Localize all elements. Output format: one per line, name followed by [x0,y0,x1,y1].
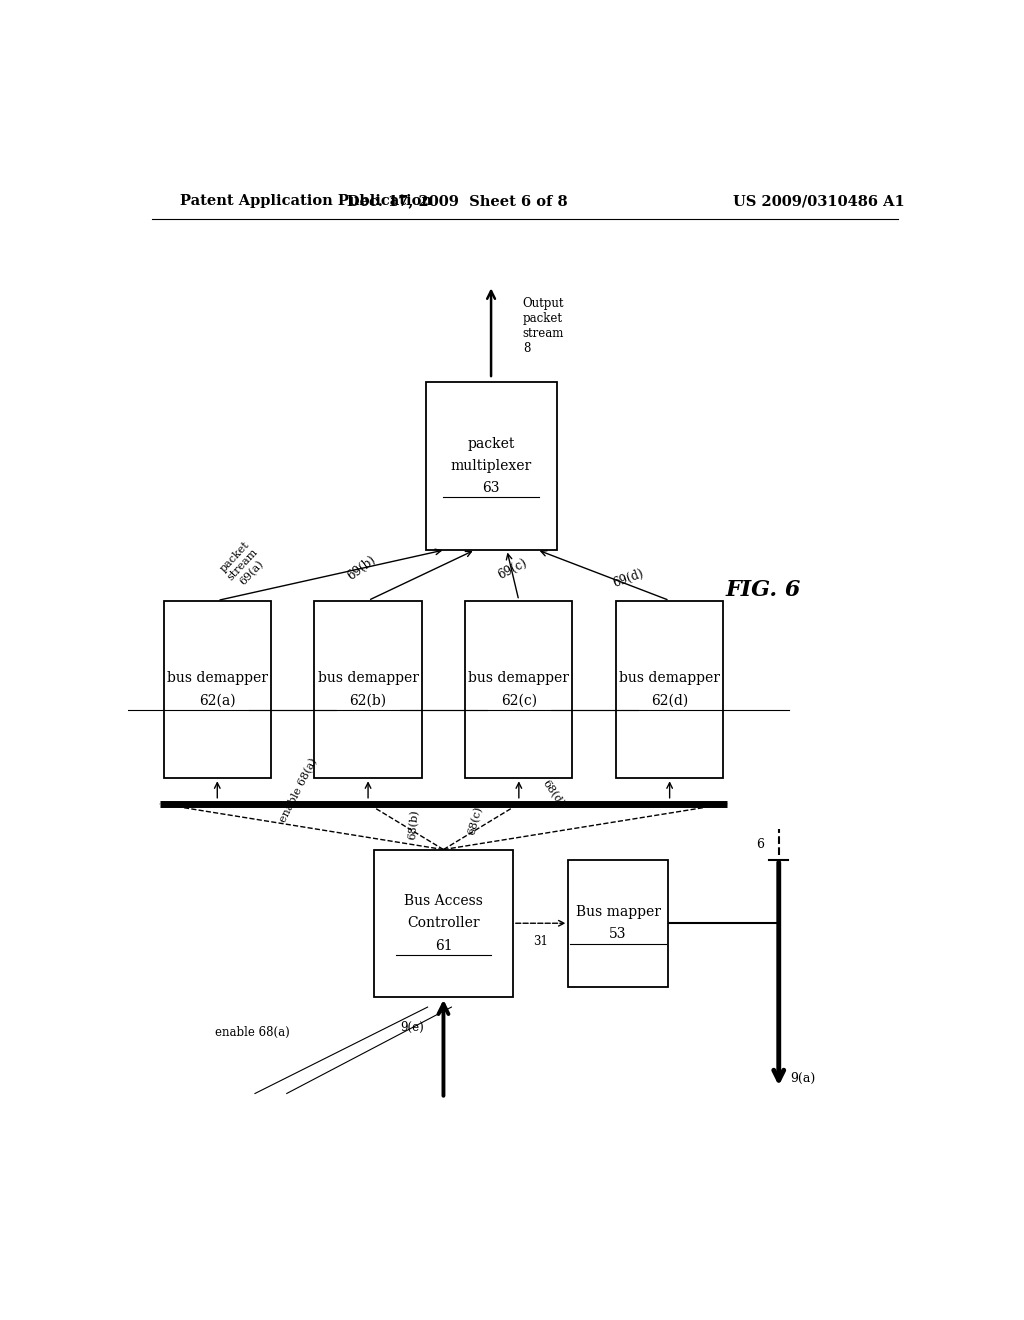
Text: enable 68(a): enable 68(a) [278,756,319,825]
Text: 6: 6 [757,838,765,851]
Bar [374,850,513,997]
Text: 69(b): 69(b) [345,553,379,583]
Text: Bus mapper: Bus mapper [575,906,660,919]
Text: 61: 61 [434,939,453,953]
Text: US 2009/0310486 A1: US 2009/0310486 A1 [732,194,904,209]
Text: enable 68(a): enable 68(a) [215,1026,290,1039]
Text: 31: 31 [534,935,548,948]
Text: 62(b): 62(b) [349,693,387,708]
Text: bus demapper: bus demapper [317,672,419,685]
Text: 68(b): 68(b) [408,809,420,840]
Text: 9(e): 9(e) [399,1020,424,1034]
Bar [616,601,723,779]
Bar [164,601,270,779]
Text: bus demapper: bus demapper [620,672,720,685]
Text: FIG. 6: FIG. 6 [725,579,801,602]
Text: bus demapper: bus demapper [167,672,268,685]
Bar [314,601,422,779]
Text: Dec. 17, 2009  Sheet 6 of 8: Dec. 17, 2009 Sheet 6 of 8 [347,194,567,209]
Bar [568,859,668,987]
Text: bus demapper: bus demapper [468,672,569,685]
Text: Controller: Controller [408,916,480,931]
Text: 62(a): 62(a) [199,693,236,708]
Text: packet: packet [467,437,515,450]
Bar [426,381,557,549]
Text: Output
packet
stream
8: Output packet stream 8 [523,297,564,355]
Text: 68(c): 68(c) [467,805,484,837]
Text: 53: 53 [609,928,627,941]
Text: 62(c): 62(c) [501,693,537,708]
Bar [465,601,572,779]
Text: Patent Application Publication: Patent Application Publication [179,194,431,209]
Text: 69(c): 69(c) [497,557,529,582]
Text: multiplexer: multiplexer [451,459,531,473]
Text: 68(d): 68(d) [540,779,565,809]
Text: 62(d): 62(d) [651,693,688,708]
Text: Bus Access: Bus Access [404,894,483,908]
Text: 69(d): 69(d) [611,568,645,590]
Text: 9(a): 9(a) [791,1072,816,1085]
Text: 63: 63 [482,482,500,495]
Text: packet
stream
69(a): packet stream 69(a) [217,539,268,590]
